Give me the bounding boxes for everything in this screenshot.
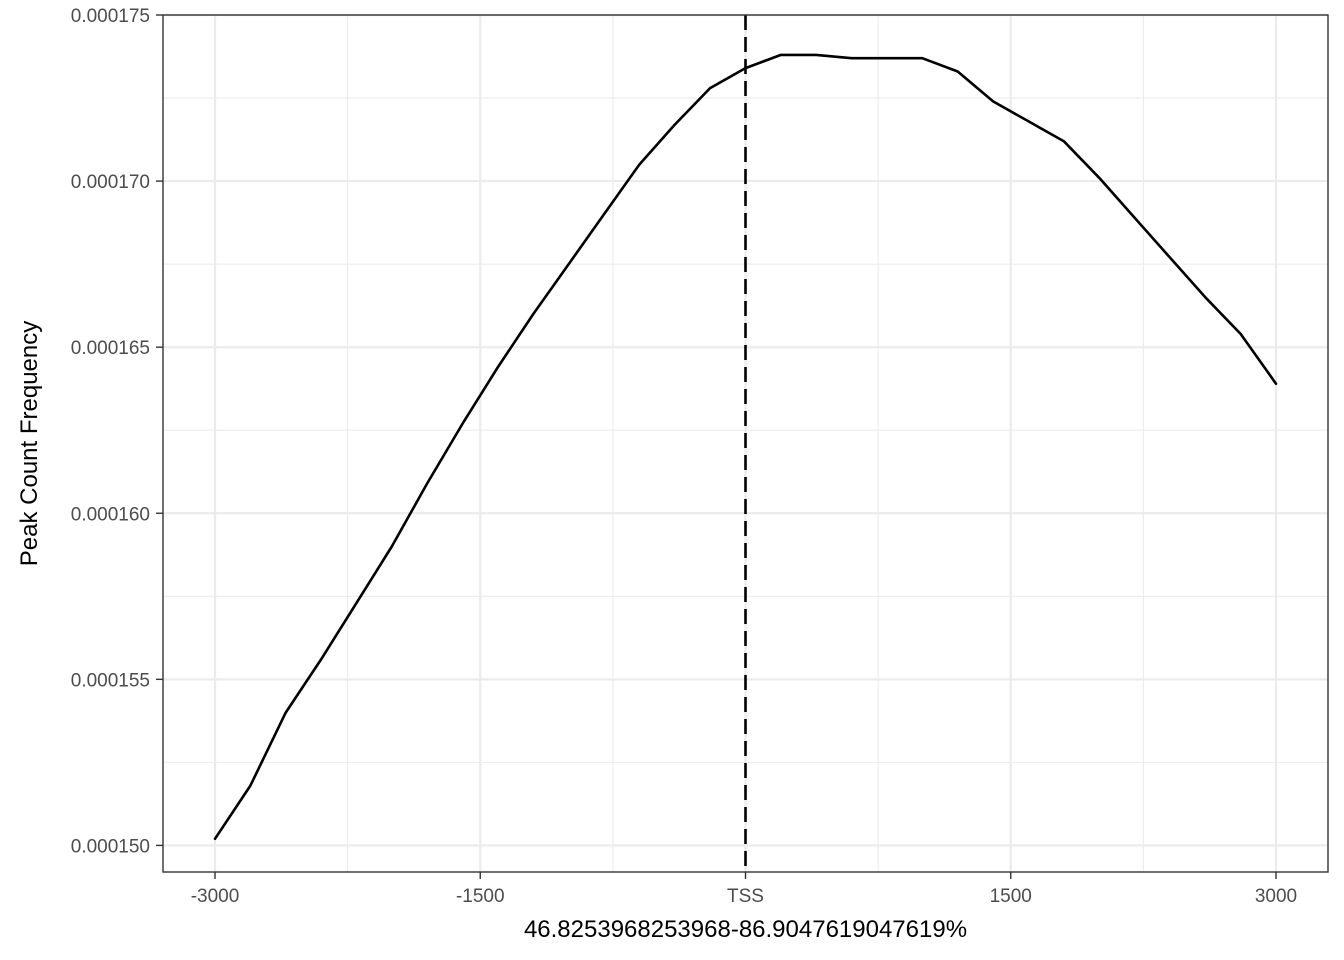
x-tick-label: 3000 <box>1255 886 1297 907</box>
x-tick-label: 1500 <box>990 886 1032 907</box>
y-axis-title: Peak Count Frequency <box>16 321 43 566</box>
x-axis-title: 46.8253968253968-86.9047619047619% <box>524 916 967 943</box>
x-tick-label: TSS <box>727 886 764 907</box>
y-tick-label: 0.000175 <box>71 6 150 27</box>
plot-layer <box>213 15 1278 872</box>
y-tick-label: 0.000160 <box>71 504 150 525</box>
x-tick-label: -3000 <box>191 886 240 907</box>
y-tick-label: 0.000155 <box>71 670 150 691</box>
y-tick-label: 0.000165 <box>71 338 150 359</box>
y-tick-label: 0.000170 <box>71 172 150 193</box>
x-tick-label: -1500 <box>456 886 505 907</box>
axis-layer: -3000 -1500 TSS 1500 3000 0.000150 0.000155 0.0… <box>71 6 1297 907</box>
y-tick-label: 0.000150 <box>71 836 150 857</box>
